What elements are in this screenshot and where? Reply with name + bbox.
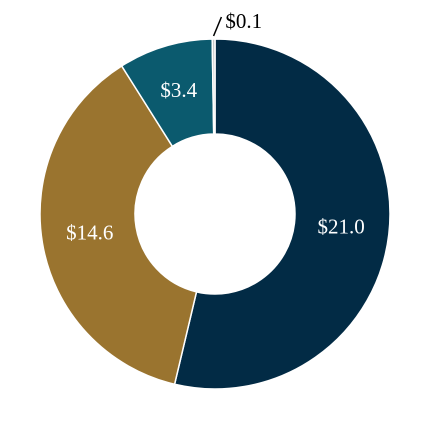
leader-line [212,16,223,37]
donut-slice [211,38,216,135]
data-label: $14.6 [66,221,113,245]
data-label: $21.0 [318,215,365,239]
donut-slice [173,38,391,390]
donut-slice [39,64,198,386]
data-label: $3.4 [160,78,197,102]
data-label: $0.1 [225,9,262,33]
